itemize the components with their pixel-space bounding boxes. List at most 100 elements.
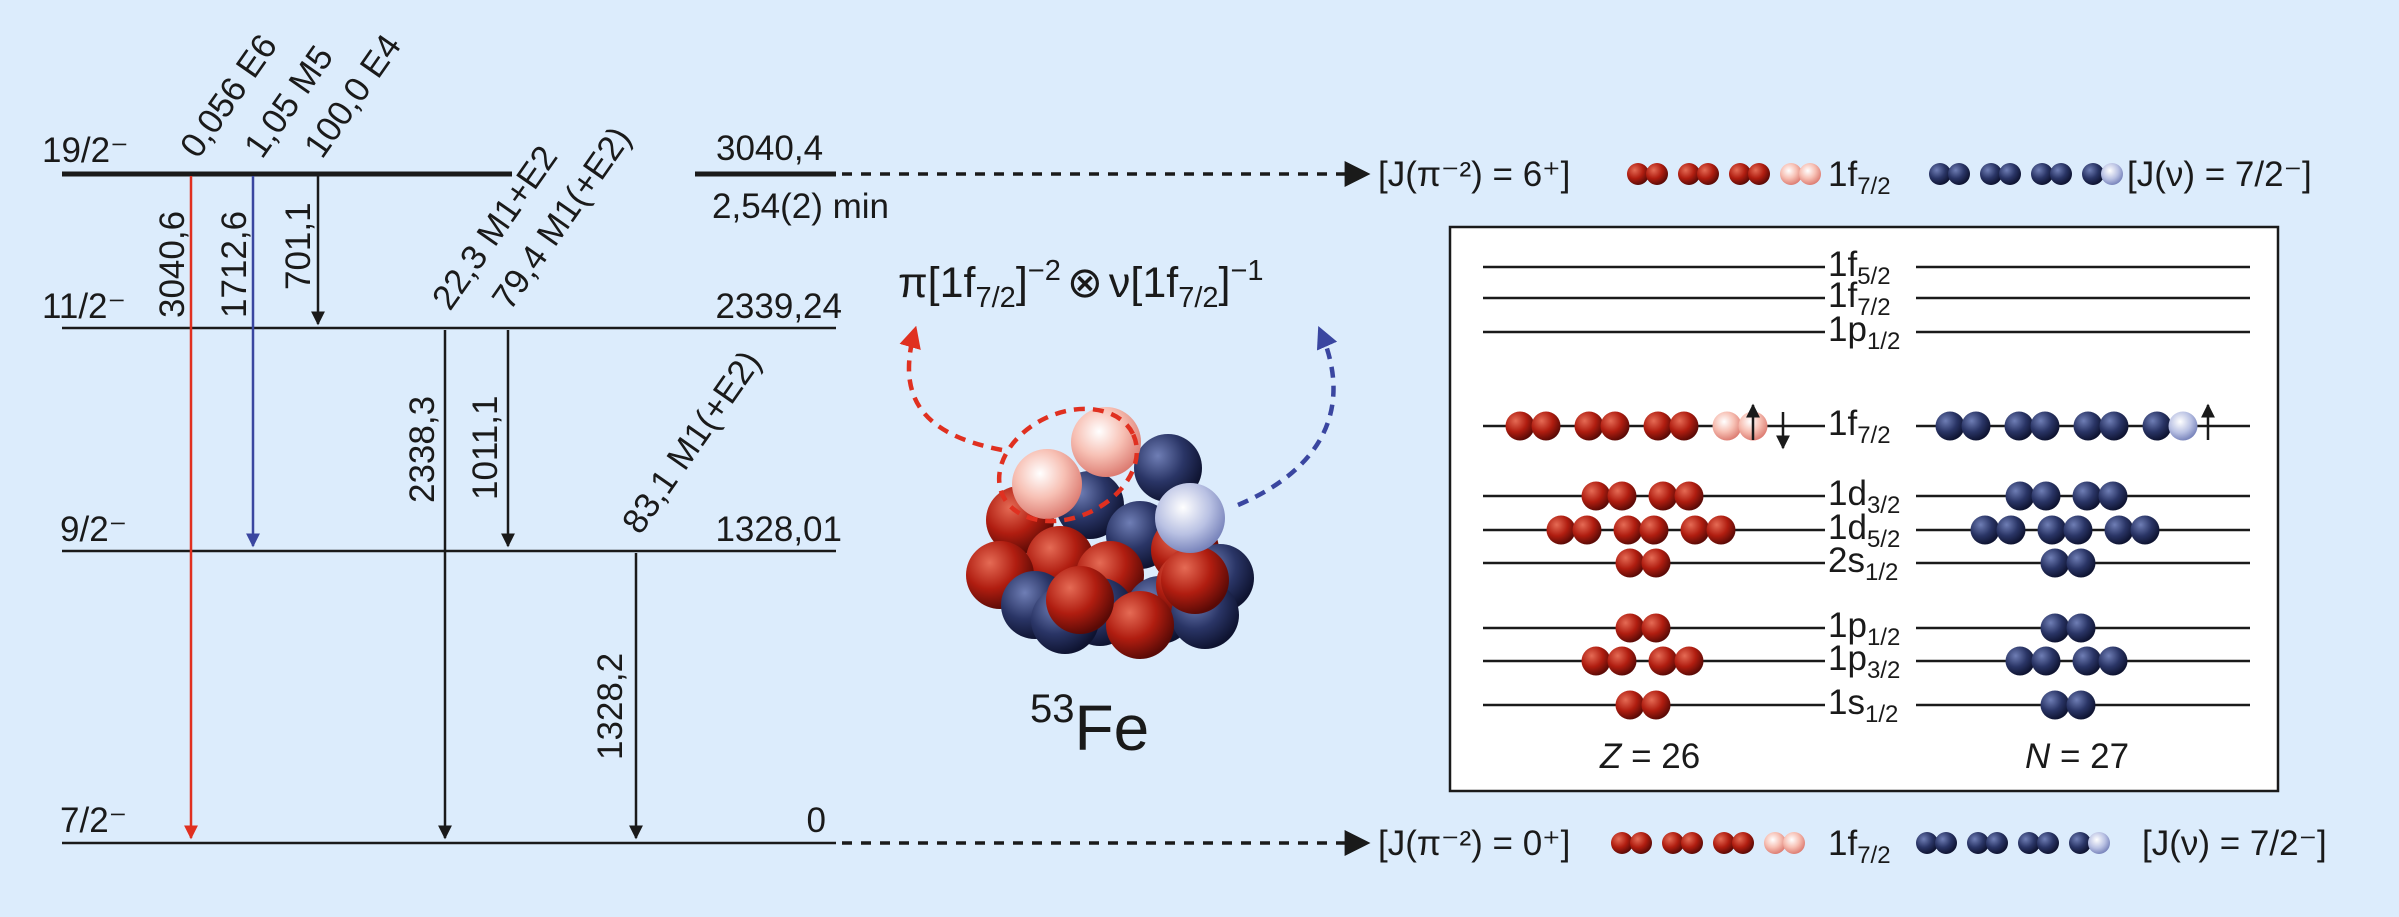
neutron-ball [2005, 481, 2035, 511]
neutron-ball [2066, 690, 2096, 720]
shell-label-subscript: 1/2 [1865, 559, 1898, 586]
proton-ball [1600, 411, 1630, 441]
neutron-ball [2082, 163, 2104, 185]
proton-ball [1674, 481, 1704, 511]
neutron-ball [2031, 481, 2061, 511]
shell-label-name: 2s [1828, 541, 1865, 580]
shell-label-subscript: 1/2 [1865, 701, 1898, 728]
proton-hole-ball [1780, 163, 1802, 185]
proton-ball [1613, 515, 1643, 545]
proton-ball [1643, 411, 1673, 441]
proton-hole-ball [1799, 163, 1821, 185]
proton-count-label: Z = 26 [1599, 737, 1700, 776]
gamma-energy-3040-6: 3040,6 [153, 211, 192, 318]
proton-ball [1732, 832, 1754, 854]
proton-ball [1680, 515, 1710, 545]
neutron-hole-excitation-arrow [1237, 325, 1338, 508]
level-energy-3040-4: 3040,4 [716, 129, 823, 168]
proton-hole-ball [1712, 411, 1742, 441]
proton-ball [1615, 690, 1645, 720]
neutron-ball [1916, 832, 1938, 854]
proton-ball [1607, 646, 1637, 676]
level-scheme: 19/2⁻ 11/2⁻ 9/2⁻ 7/2⁻ 3040,4 2,54(2) min… [42, 27, 889, 845]
neutron-coupling-7-2: [J(ν) = 7/2⁻] [2127, 155, 2312, 194]
fe53-nucleus-illustration [899, 325, 1338, 659]
shell-label-subscript: 3/2 [1867, 492, 1900, 519]
neutron-ball [1967, 832, 1989, 854]
proton-hole-ball [1012, 449, 1082, 519]
neutron-ball [1996, 515, 2026, 545]
proton-ball [1641, 548, 1671, 578]
proton-ball [1669, 411, 1699, 441]
neutron-hole-ball [2168, 411, 2198, 441]
neutron-hole-ball [2088, 832, 2110, 854]
level-energy-2339-24: 2339,24 [715, 287, 842, 326]
neutron-hole-ball [1155, 483, 1225, 553]
proton-pairs-top [1627, 163, 1821, 185]
gamma-energy-2338-3: 2338,3 [403, 396, 442, 503]
neutron-ball [2063, 515, 2093, 545]
proton-hole-ball [1071, 407, 1141, 477]
proton-ball [1607, 481, 1637, 511]
shell-label-subscript: 7/2 [1857, 294, 1890, 321]
proton-ball [1572, 515, 1602, 545]
proton-ball [1729, 163, 1751, 185]
neutron-ball [2037, 515, 2067, 545]
neutron-ball [1935, 832, 1957, 854]
gamma-energy-701-1: 701,1 [279, 202, 318, 290]
proton-coupling-6plus: [J(π⁻²) = 6⁺] [1378, 155, 1570, 194]
proton-ball [1662, 832, 1684, 854]
level-spin-19-2: 19/2⁻ [42, 131, 129, 170]
shell-label: 1f7/2 [1828, 276, 1891, 321]
proton-ball [1681, 832, 1703, 854]
neutron-ball [2099, 411, 2129, 441]
shell-label-subscript: 3/2 [1867, 657, 1900, 684]
neutron-ball [2069, 832, 2091, 854]
proton-ball [1706, 515, 1736, 545]
proton-ball [1674, 646, 1704, 676]
gamma-energy-1328-2: 1328,2 [591, 653, 630, 760]
neutron-ball [2050, 163, 2072, 185]
shell-label-subscript: 5/2 [1867, 526, 1900, 553]
neutron-ball [2072, 646, 2102, 676]
proton-ball [1648, 646, 1678, 676]
proton-ball [1546, 515, 1576, 545]
neutron-ball [2040, 613, 2070, 643]
shell-label-name: 1f [1828, 404, 1857, 443]
neutron-ball [1935, 411, 1965, 441]
shell-label: 1d5/2 [1828, 508, 1900, 553]
shell-label-name: 1d [1828, 508, 1867, 547]
neutron-count-label: N = 27 [2025, 737, 2129, 776]
neutron-ball [2040, 548, 2070, 578]
neutron-ball [2142, 411, 2172, 441]
proton-ball [1713, 832, 1735, 854]
proton-ball [1531, 411, 1561, 441]
neutron-ball [2066, 613, 2096, 643]
shell-label-subscript: 7/2 [1857, 422, 1890, 449]
proton-ball [1630, 832, 1652, 854]
isomer-halflife: 2,54(2) min [712, 187, 889, 226]
proton-ball [1639, 515, 1669, 545]
proton-ball [1581, 481, 1611, 511]
neutron-ball [1980, 163, 2002, 185]
proton-ball [1615, 548, 1645, 578]
proton-ball [1161, 546, 1229, 614]
proton-hole-ball [1764, 832, 1786, 854]
neutron-ball [1948, 163, 1970, 185]
otimes-symbol: ⊗ [1067, 259, 1103, 307]
neutron-hole-ball [2101, 163, 2123, 185]
shell-label-name: 1p [1828, 606, 1867, 645]
shell-label: 1p3/2 [1828, 639, 1900, 684]
proton-ball [1505, 411, 1535, 441]
proton-ball [1581, 646, 1611, 676]
proton-ball [1046, 566, 1114, 634]
proton-ball [1574, 411, 1604, 441]
orbital-label-bottom: 1f7/2 [1828, 824, 1891, 869]
neutron-ball [2104, 515, 2134, 545]
shell-label-subscript: 1/2 [1867, 328, 1900, 355]
level-spin-9-2: 9/2⁻ [60, 510, 127, 549]
shell-label-subscript: 1/2 [1867, 624, 1900, 651]
gamma-energy-1712-6: 1712,6 [215, 211, 254, 318]
isomer-coupling-line: [J(π⁻²) = 6⁺] 1f7/2 [J(ν) = 7/2⁻] [1378, 155, 2312, 200]
neutron-ball [2004, 411, 2034, 441]
